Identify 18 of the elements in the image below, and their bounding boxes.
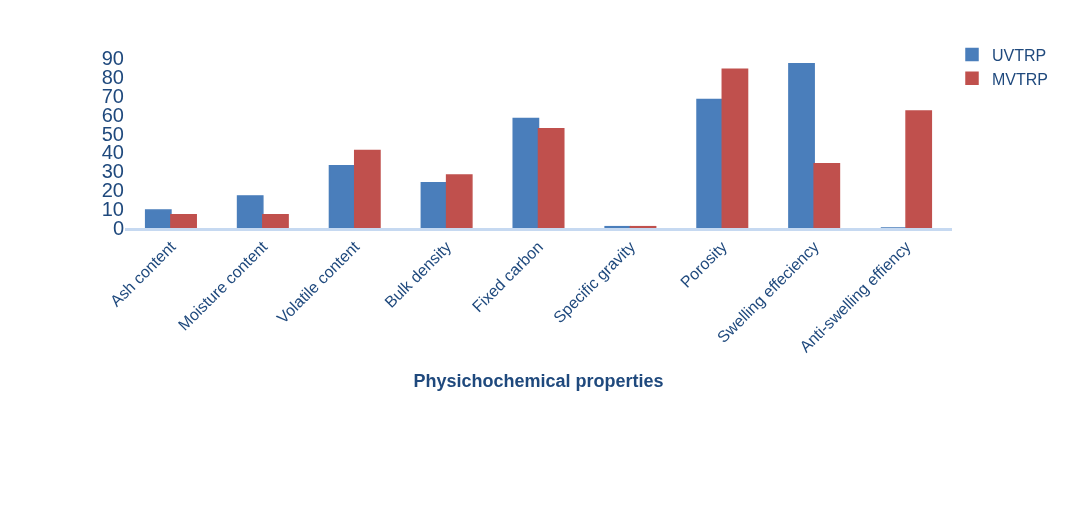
bar — [721, 68, 749, 228]
bar — [445, 174, 473, 228]
bar — [328, 164, 356, 228]
bar — [353, 149, 381, 228]
x-axis-title: Physichochemical properties — [413, 370, 664, 391]
bar — [420, 181, 448, 228]
bar — [813, 163, 841, 228]
bar — [512, 117, 540, 228]
bar — [170, 214, 197, 228]
legend-label: MVTRP — [992, 70, 1048, 88]
legend-label: UVTRP — [992, 46, 1047, 64]
bar — [905, 110, 933, 228]
bar — [537, 128, 565, 228]
bar — [262, 214, 289, 228]
bar — [144, 209, 172, 228]
bar — [788, 62, 815, 228]
bar — [236, 195, 264, 228]
bar — [696, 98, 724, 228]
